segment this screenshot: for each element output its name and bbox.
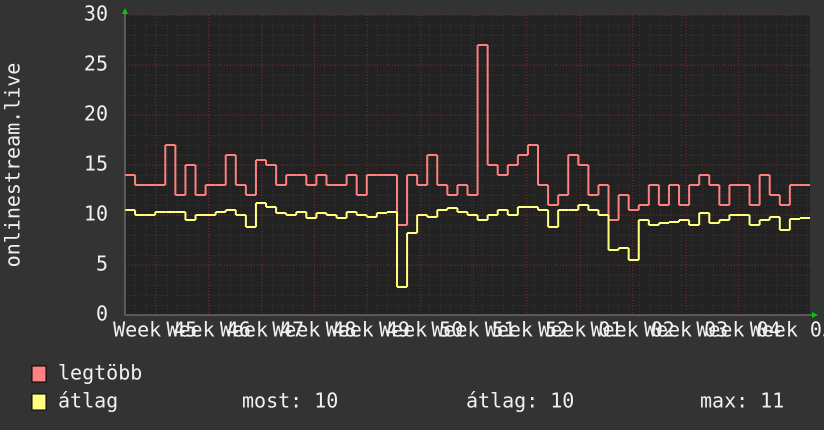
step-connector	[134, 45, 791, 225]
stat-label: most:	[242, 389, 302, 413]
y-tick-label: 15	[84, 152, 108, 176]
marks-layer	[125, 44, 810, 288]
stat-value: 11	[760, 389, 784, 413]
y-tick-label: 30	[84, 2, 108, 26]
x-tick-label: Week 02	[591, 318, 675, 342]
stat-label: átlag:	[466, 389, 538, 413]
stat-label: max:	[700, 389, 748, 413]
y-tick-label: 0	[96, 302, 108, 326]
y-arrow	[122, 8, 128, 14]
x-tick-label: Week 04	[696, 318, 780, 342]
x-tick-label: Week 51	[431, 318, 515, 342]
x-tick-label: Week 48	[272, 318, 356, 342]
x-tick-label: Week 01	[538, 318, 622, 342]
x-tick-label: Week 52	[485, 318, 569, 342]
x-tick-label: Week 05	[750, 318, 824, 342]
x-arrow	[812, 312, 818, 318]
y-tick-label: 25	[84, 52, 108, 76]
x-tick-label: Week 47	[220, 318, 304, 342]
legend-swatch	[31, 365, 47, 383]
stat-value: 10	[550, 389, 574, 413]
y-axis-label: onlinestream.live	[1, 63, 25, 268]
legend: legtöbb átlag most: 10 átlag: 10 max: 11	[31, 361, 784, 413]
legend-label: átlag	[58, 389, 118, 413]
x-tick-label: Week 49	[326, 318, 410, 342]
x-tick-label: Week 03	[644, 318, 728, 342]
stat-value: 10	[314, 389, 338, 413]
y-tick-label: 10	[84, 202, 108, 226]
x-tick-label: Week 50	[379, 318, 463, 342]
y-tick-label: 5	[96, 252, 108, 276]
y-tick-label: 20	[84, 102, 108, 126]
legend-swatch	[31, 393, 47, 411]
legend-label: legtöbb	[58, 361, 142, 385]
x-tick-label: Week 45	[113, 318, 197, 342]
x-tick-label: Week 46	[166, 318, 250, 342]
